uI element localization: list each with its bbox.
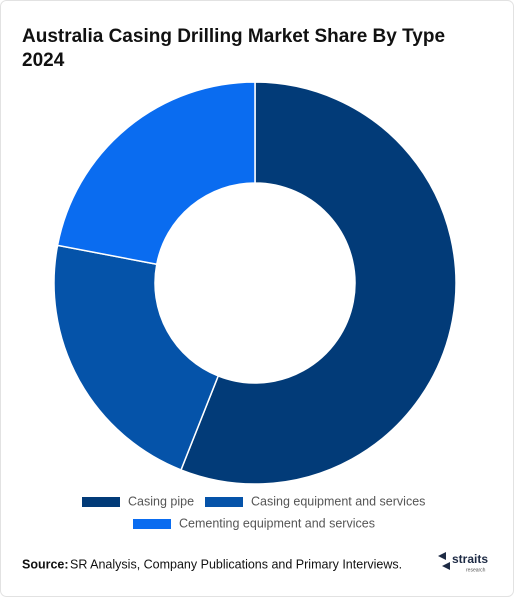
source-label: Source: — [22, 557, 69, 571]
donut-slice — [53, 244, 220, 471]
logo: straits research — [438, 552, 488, 573]
chart-title: Australia Casing Drilling Market Share B… — [22, 26, 445, 47]
legend-label: Casing pipe — [128, 494, 194, 508]
logo-text: straits — [452, 552, 488, 566]
legend-label: Cementing equipment and services — [179, 516, 375, 530]
legend-label: Casing equipment and services — [251, 494, 425, 508]
chart-title: 2024 — [22, 50, 65, 71]
logo-mark — [438, 552, 450, 570]
donut-slice — [180, 81, 457, 485]
logo-subtext: research — [466, 567, 486, 573]
source-text: SR Analysis, Company Publications and Pr… — [70, 557, 402, 571]
donut-slice — [56, 81, 256, 266]
legend-swatch — [133, 519, 171, 529]
legend-swatch — [82, 497, 120, 507]
legend-swatch — [205, 497, 243, 507]
